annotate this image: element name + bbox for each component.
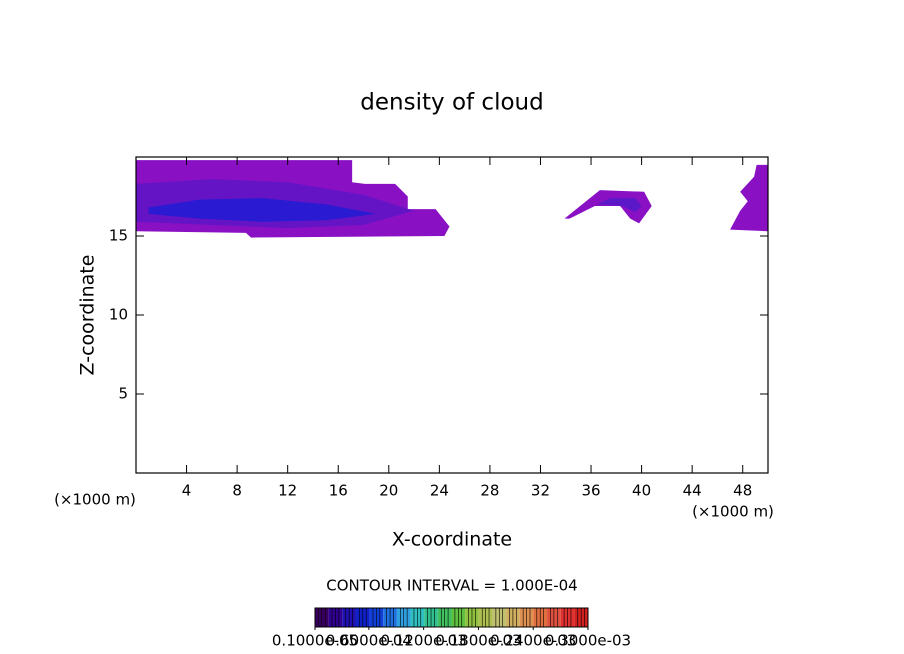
contour-interval: CONTOUR INTERVAL = 1.000E-04 <box>326 577 577 595</box>
x-tick-label: 40 <box>632 482 651 500</box>
x-tick-label: 28 <box>480 482 499 500</box>
x-tick-label: 48 <box>733 482 752 500</box>
x-tick-label: 44 <box>683 482 702 500</box>
colorbar-tick-label: 0.6000e-04 <box>326 632 412 650</box>
y-axis-label: Z-coordinate <box>77 255 99 376</box>
x-tick-label: 12 <box>278 482 297 500</box>
x-tick-label: 8 <box>232 482 242 500</box>
x-tick-label: 20 <box>379 482 398 500</box>
y-unit: (×1000 m) <box>54 491 136 509</box>
x-tick-label: 24 <box>430 482 449 500</box>
x-tick-label: 4 <box>182 482 192 500</box>
colorbar-tick-label: 0.1800e-03 <box>435 632 521 650</box>
x-tick-label: 32 <box>531 482 550 500</box>
x-tick-label: 36 <box>581 482 600 500</box>
colorbar-frame <box>314 607 589 628</box>
x-tick-label: 16 <box>329 482 348 500</box>
y-tick-label: 5 <box>118 385 128 403</box>
contour-region <box>584 198 642 213</box>
contour-region <box>148 198 377 222</box>
x-unit: (×1000 m) <box>692 503 774 521</box>
y-tick-label: 15 <box>109 227 128 245</box>
contour-region <box>730 164 768 232</box>
colorbar-tick-label: 0.1200e-03 <box>381 632 467 650</box>
chart-title: density of cloud <box>360 90 543 116</box>
x-axis-label: X-coordinate <box>392 529 512 551</box>
colorbar-tick-label: 0.3000e-03 <box>545 632 631 650</box>
colorbar-tick-label: 0.1000e-05 <box>272 632 358 650</box>
y-tick-label: 10 <box>109 306 128 324</box>
colorbar-tick-label: 0.2400e-03 <box>490 632 576 650</box>
